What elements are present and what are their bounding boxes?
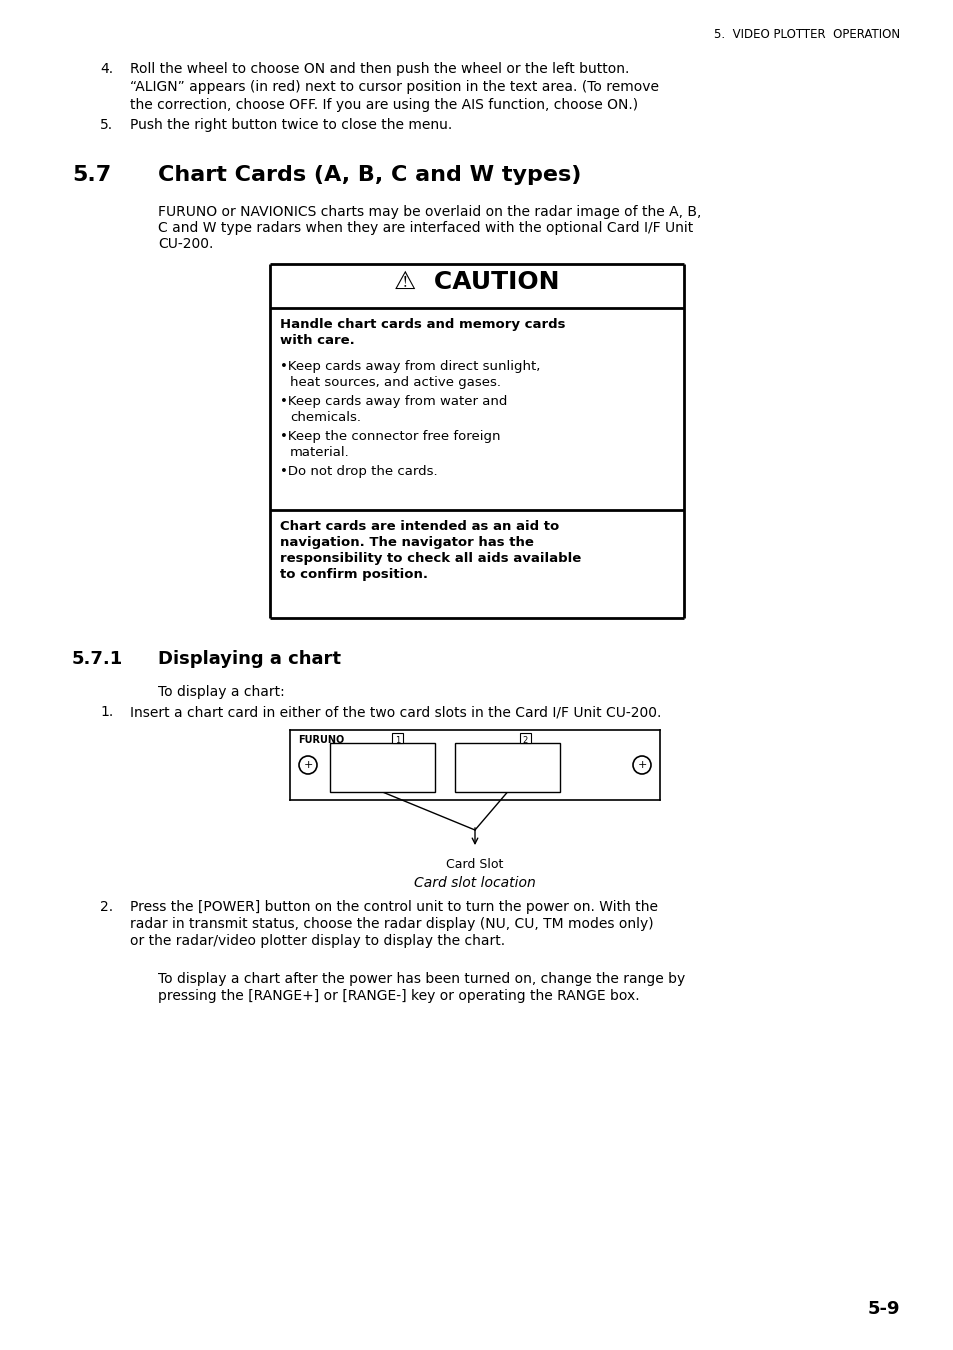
Text: •Keep the connector free foreign: •Keep the connector free foreign <box>280 431 500 443</box>
Text: Push the right button twice to close the menu.: Push the right button twice to close the… <box>130 117 452 132</box>
Bar <box>270 265 683 618</box>
Text: pressing the [RANGE+] or [RANGE-] key or operating the RANGE box.: pressing the [RANGE+] or [RANGE-] key or… <box>158 990 639 1003</box>
Text: or the radar/video plotter display to display the chart.: or the radar/video plotter display to di… <box>130 934 504 948</box>
Text: •Keep cards away from direct sunlight,: •Keep cards away from direct sunlight, <box>280 360 539 373</box>
Text: 5.: 5. <box>100 117 113 132</box>
Text: the correction, choose OFF. If you are using the AIS function, choose ON.): the correction, choose OFF. If you are u… <box>130 99 638 112</box>
Bar <box>392 733 402 743</box>
Text: Chart Cards (A, B, C and W types): Chart Cards (A, B, C and W types) <box>158 165 580 185</box>
Text: heat sources, and active gases.: heat sources, and active gases. <box>290 377 500 389</box>
Text: navigation. The navigator has the: navigation. The navigator has the <box>280 536 534 549</box>
Text: 2.: 2. <box>100 900 113 914</box>
Bar <box>455 743 559 792</box>
Text: Displaying a chart: Displaying a chart <box>158 649 340 668</box>
Text: Chart cards are intended as an aid to: Chart cards are intended as an aid to <box>280 520 558 533</box>
Text: FURUNO: FURUNO <box>297 734 344 745</box>
Bar <box>519 733 531 743</box>
Text: 5-9: 5-9 <box>866 1300 899 1318</box>
Text: 4.: 4. <box>100 62 113 76</box>
Bar <box>330 743 435 792</box>
Text: C and W type radars when they are interfaced with the optional Card I/F Unit: C and W type radars when they are interf… <box>158 221 693 235</box>
Text: To display a chart after the power has been turned on, change the range by: To display a chart after the power has b… <box>158 972 684 986</box>
Text: “ALIGN” appears (in red) next to cursor position in the text area. (To remove: “ALIGN” appears (in red) next to cursor … <box>130 80 659 94</box>
Text: +: + <box>303 760 313 770</box>
Text: with care.: with care. <box>280 333 355 347</box>
Text: 5.7: 5.7 <box>71 165 112 185</box>
Text: to confirm position.: to confirm position. <box>280 568 428 580</box>
Text: FURUNO or NAVIONICS charts may be overlaid on the radar image of the A, B,: FURUNO or NAVIONICS charts may be overla… <box>158 205 700 219</box>
Text: To display a chart:: To display a chart: <box>158 684 284 699</box>
Text: chemicals.: chemicals. <box>290 410 360 424</box>
Text: Insert a chart card in either of the two card slots in the Card I/F Unit CU-200.: Insert a chart card in either of the two… <box>130 705 660 720</box>
Text: +: + <box>637 760 646 770</box>
Text: 5.  VIDEO PLOTTER  OPERATION: 5. VIDEO PLOTTER OPERATION <box>713 28 899 40</box>
Text: Roll the wheel to choose ON and then push the wheel or the left button.: Roll the wheel to choose ON and then pus… <box>130 62 629 76</box>
Text: Press the [POWER] button on the control unit to turn the power on. With the: Press the [POWER] button on the control … <box>130 900 658 914</box>
Text: radar in transmit status, choose the radar display (NU, CU, TM modes only): radar in transmit status, choose the rad… <box>130 917 653 932</box>
Text: 1.: 1. <box>100 705 113 720</box>
Text: 1: 1 <box>395 736 399 745</box>
Text: Card slot location: Card slot location <box>414 876 536 890</box>
Text: material.: material. <box>290 446 350 459</box>
Text: Handle chart cards and memory cards: Handle chart cards and memory cards <box>280 319 565 331</box>
Text: responsibility to check all aids available: responsibility to check all aids availab… <box>280 552 580 566</box>
Text: ⚠  CAUTION: ⚠ CAUTION <box>394 270 559 294</box>
Text: 5.7.1: 5.7.1 <box>71 649 123 668</box>
Text: Card Slot: Card Slot <box>446 859 503 871</box>
Text: •Keep cards away from water and: •Keep cards away from water and <box>280 396 507 408</box>
Text: CU-200.: CU-200. <box>158 238 213 251</box>
Text: 2: 2 <box>522 736 528 745</box>
Text: •Do not drop the cards.: •Do not drop the cards. <box>280 464 437 478</box>
